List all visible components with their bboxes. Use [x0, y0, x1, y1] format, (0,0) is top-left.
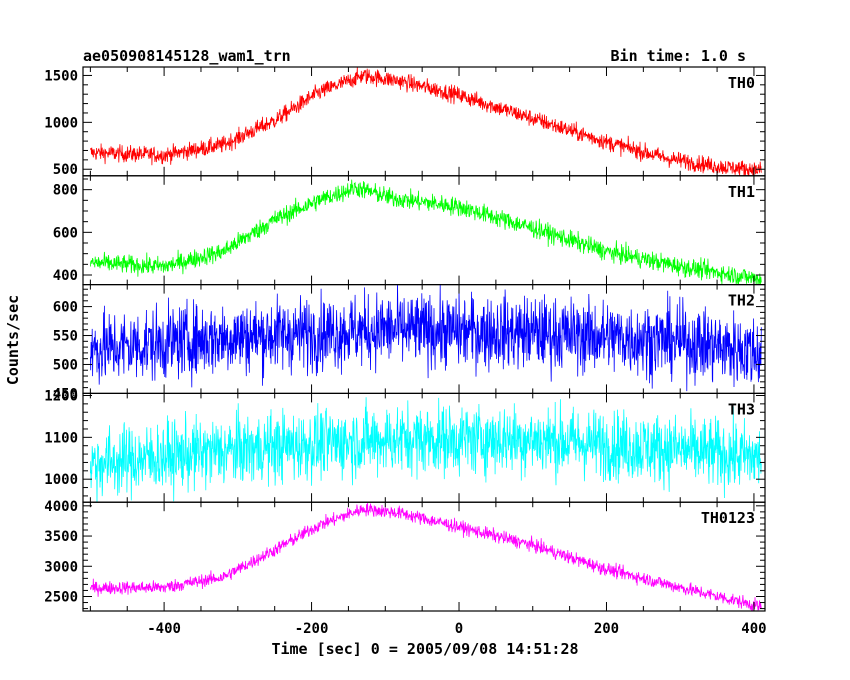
y-tick-label: 3000 — [44, 559, 78, 575]
panel-label-th3: TH3 — [728, 400, 755, 418]
x-ticks-th1 — [89, 175, 755, 285]
y-tick-label: 600 — [53, 300, 78, 316]
y-tick-label: 800 — [53, 183, 78, 199]
series-th0 — [90, 67, 762, 176]
y-tick-label: 500 — [53, 357, 78, 373]
y-ticks-th0 — [83, 74, 765, 170]
x-tick-label: 0 — [455, 621, 463, 637]
panel-frame — [82, 501, 766, 612]
panel-th0123: 2500 3000 3500 4000 TH0123 — [44, 499, 766, 612]
panel-frame — [82, 175, 766, 286]
y-axis-label: Counts/sec — [4, 295, 22, 385]
panel-th2: 450 500 550 600 TH2 — [53, 284, 766, 402]
y-tick-label: 1200 — [44, 388, 78, 404]
x-tick-label: 200 — [594, 621, 619, 637]
x-axis-label: Time [sec] 0 = 2005/09/08 14:51:28 — [271, 640, 578, 658]
bin-time-label: Bin time: 1.0 s — [611, 47, 746, 65]
y-ticks-th1 — [83, 178, 765, 276]
x-ticks-th0123 — [89, 502, 755, 611]
y-tick-label: 1500 — [44, 68, 78, 84]
y-tick-label: 1000 — [44, 472, 78, 488]
plot-title: ae050908145128_wam1_trn — [83, 47, 291, 65]
y-tick-label: 1000 — [44, 115, 78, 131]
panel-th1: 400 600 800 TH1 — [53, 175, 766, 286]
y-tick-label: 450 — [53, 386, 78, 402]
x-ticks-th0 — [89, 67, 755, 176]
panel-label-th0123: TH0123 — [701, 509, 755, 527]
y-tick-label: 600 — [53, 225, 78, 241]
series-th1 — [90, 179, 762, 285]
series-th2 — [90, 284, 762, 392]
panel-th0: 500 1000 1500 TH0 — [44, 66, 766, 178]
panel-label-th2: TH2 — [728, 292, 755, 310]
x-ticks-th3 — [89, 393, 755, 503]
y-tick-label: 3500 — [44, 529, 78, 545]
y-ticks-th2 — [83, 288, 765, 394]
panel-label-th1: TH1 — [728, 183, 755, 201]
x-ticks-th2 — [89, 284, 755, 394]
x-tick-label: -400 — [147, 621, 181, 637]
series-th0123 — [90, 502, 762, 611]
y-tick-label: 550 — [53, 329, 78, 345]
panels-group: 500 1000 1500 TH0 400 600 800 TH1 450 500 550 600 TH… — [44, 66, 767, 637]
y-ticks-th0123 — [83, 505, 765, 610]
panel-label-th0: TH0 — [728, 74, 755, 92]
x-tick-label: 400 — [741, 621, 766, 637]
y-tick-label: 500 — [53, 162, 78, 178]
series-th3 — [90, 397, 762, 503]
y-tick-label: 400 — [53, 268, 78, 284]
x-tick-label: -200 — [295, 621, 329, 637]
y-tick-label: 4000 — [44, 499, 78, 515]
panel-th3: 1000 1100 1200 TH3 — [44, 388, 766, 503]
y-tick-label: 2500 — [44, 589, 78, 605]
y-tick-label: 1100 — [44, 430, 78, 446]
